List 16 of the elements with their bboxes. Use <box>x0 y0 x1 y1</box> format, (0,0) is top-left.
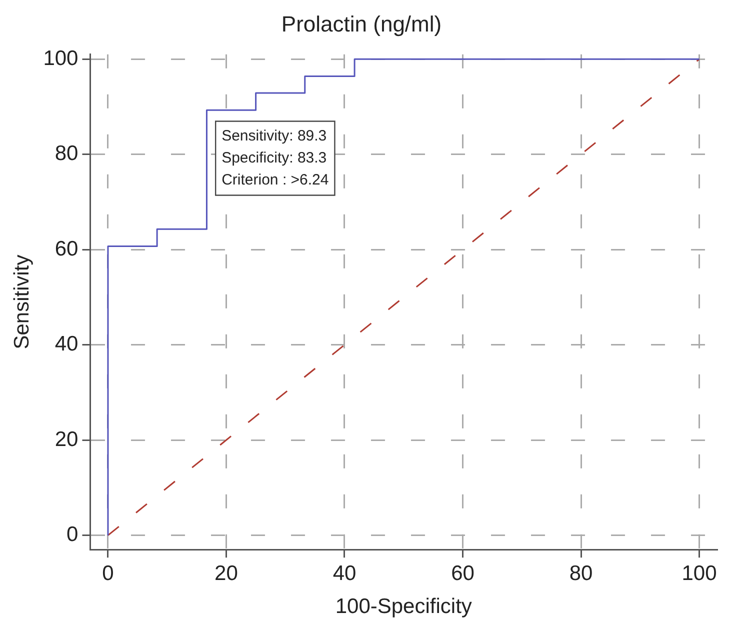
x-tick-label: 40 <box>332 562 356 585</box>
y-tick-label: 100 <box>43 46 78 70</box>
x-tick-label: 60 <box>451 562 474 585</box>
x-tick-label: 20 <box>214 562 238 585</box>
y-axis-title: Sensitivity <box>10 254 34 350</box>
x-tick-label: 0 <box>102 562 114 585</box>
y-tick-label: 0 <box>66 523 78 546</box>
y-tick-label: 20 <box>54 428 78 451</box>
annotation: Sensitivity: 89.3 Specificity: 83.3 Criterion : >6.24 <box>222 127 329 188</box>
y-tick-label: 60 <box>54 237 78 260</box>
x-tick-label: 80 <box>569 562 593 585</box>
x-axis-title: 100-Specificity <box>335 595 472 618</box>
x-tick-label: 100 <box>682 562 717 585</box>
y-tick-label: 40 <box>54 332 78 356</box>
chart-title: Prolactin (ng/ml) <box>281 11 442 36</box>
y-tick-label: 80 <box>54 142 78 166</box>
